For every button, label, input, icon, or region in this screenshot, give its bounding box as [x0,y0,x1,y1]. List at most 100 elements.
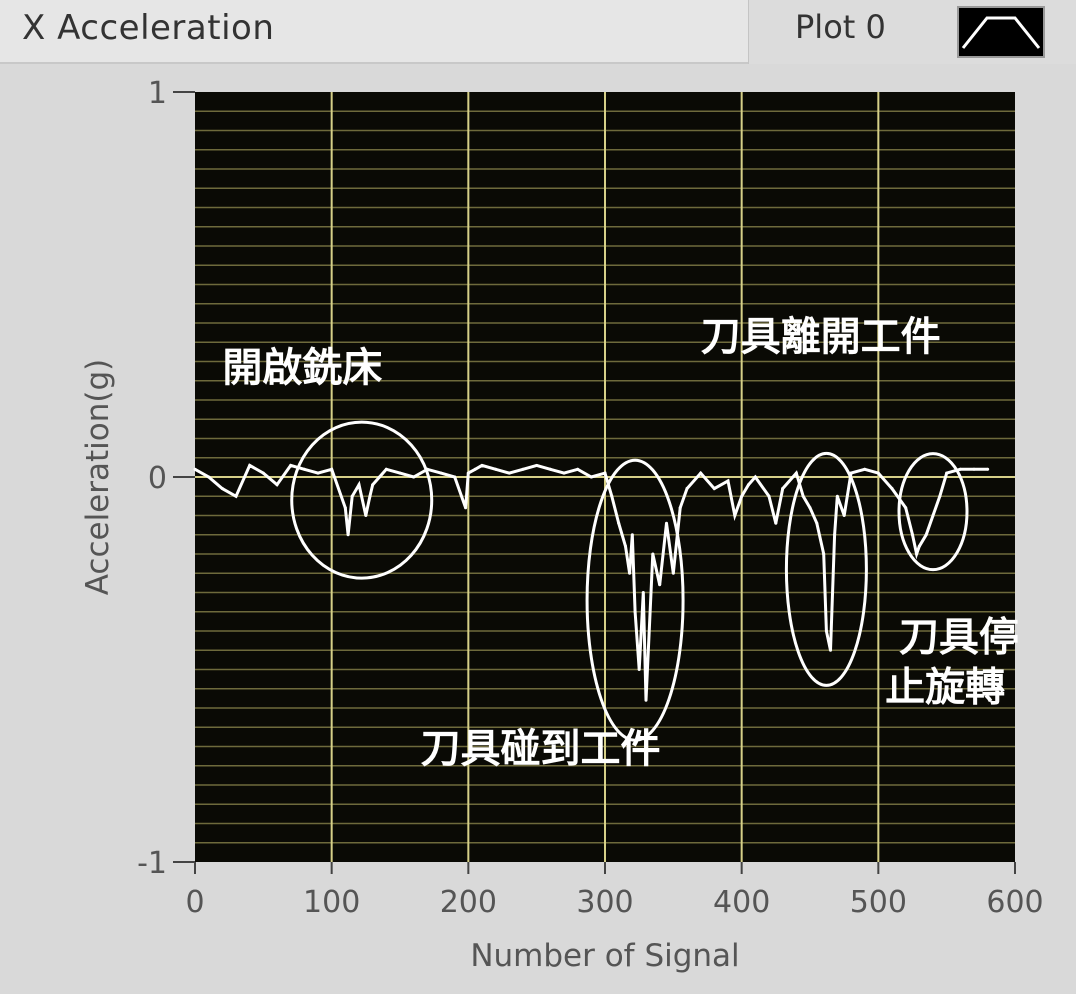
annotation-circle [897,452,969,572]
data-point [958,467,962,471]
x-tick-label: 600 [986,885,1043,920]
data-point [911,533,914,537]
x-tick-label: 0 [185,885,204,920]
data-point [384,467,388,471]
annotation-text: 刀具停 [899,614,1019,660]
annotation-text: 刀具碰到工件 [421,726,661,772]
data-point [801,494,805,498]
data-point [630,533,634,537]
grid [195,92,1015,862]
data-point [794,471,798,475]
data-point [829,648,832,652]
data-point [234,494,238,498]
data-point [473,467,477,471]
annotation-text: 開啟銑床 [222,345,382,391]
data-point [248,463,252,467]
annotation-circle [290,420,434,580]
data-point [747,483,750,487]
series-line [194,463,988,701]
annotation-text: 止旋轉 [885,664,1005,710]
data-point [220,487,224,491]
annotation-circle [585,458,685,742]
data-point [924,533,928,537]
data-point [815,521,819,525]
data-point [330,467,334,471]
data-point [644,698,648,702]
annotation-text: 刀具離開工件 [701,314,941,360]
data-point [610,494,614,498]
data-point [890,487,894,491]
data-point [835,494,839,498]
data-point [767,494,771,498]
data-point [412,475,416,479]
data-point [398,471,402,475]
data-point [904,506,908,510]
data-point [357,483,361,487]
data-point [699,471,703,475]
data-point [535,463,539,467]
annotation-circle [784,451,868,687]
legend-label: Plot 0 [795,8,886,46]
data-point [302,467,306,471]
x-tick-label: 300 [576,885,633,920]
data-point [641,591,645,594]
data-point [464,506,468,510]
y-tick-label: -1 [137,846,167,881]
data-point [466,471,470,475]
data-point [378,475,381,479]
data-point [562,471,566,475]
x-tick-label: 200 [440,885,497,920]
data-point [371,483,375,487]
x-tick-label: 500 [850,885,907,920]
data-point [346,533,350,537]
plot-legend[interactable]: Plot 0 [748,0,1076,64]
y-tick-label: 1 [148,76,167,111]
data-point [986,467,990,471]
data-point [917,544,921,548]
data-point [637,668,641,671]
data-point [453,475,457,479]
data-point [603,471,607,475]
data-point [207,475,211,479]
data-point [726,479,730,483]
data-point [343,506,347,510]
data-point [685,487,689,491]
data-point [439,471,443,475]
data-point [774,521,778,525]
data-point [507,471,511,475]
graph-header: X Acceleration Plot 0 [0,0,1076,64]
data-point [275,483,279,487]
data-point [678,506,682,510]
axes: 0 100 200 300 400 500 600 1 0 -1 [137,76,1044,920]
line-style-icon[interactable] [957,6,1045,58]
data-point [364,514,368,517]
data-point [876,471,880,475]
data-point [289,463,293,467]
graph-title: X Acceleration [22,8,275,48]
data-point [972,467,976,471]
data-point [548,467,552,471]
data-point [740,494,744,498]
data-point [931,514,935,517]
data-point [712,487,716,491]
data-point [651,552,655,556]
data-point [822,552,826,556]
data-point [665,521,668,525]
x-tick-label: 400 [713,885,770,920]
data-point [628,571,632,575]
data-point [521,467,525,471]
data-point [368,494,372,498]
data-point [589,475,593,479]
data-point [833,533,837,537]
data-point [733,514,737,517]
data-point [945,471,949,475]
data-point [781,487,785,491]
data-point [633,610,637,614]
y-axis-title: Acceleration(g) [80,359,116,596]
data-point [658,583,662,587]
data-point [671,571,675,575]
data-point [316,471,320,475]
data-point [624,544,627,548]
